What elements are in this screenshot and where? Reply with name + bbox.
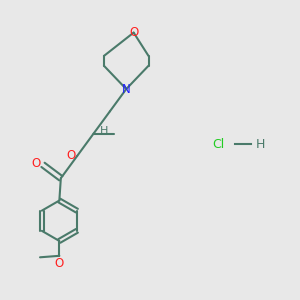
Text: O: O — [55, 257, 64, 270]
Text: O: O — [66, 149, 76, 162]
Text: O: O — [129, 26, 138, 39]
Text: H: H — [255, 138, 265, 151]
Text: O: O — [32, 157, 40, 170]
Text: H: H — [100, 126, 108, 136]
Text: Cl: Cl — [212, 138, 224, 151]
Text: N: N — [122, 82, 130, 96]
